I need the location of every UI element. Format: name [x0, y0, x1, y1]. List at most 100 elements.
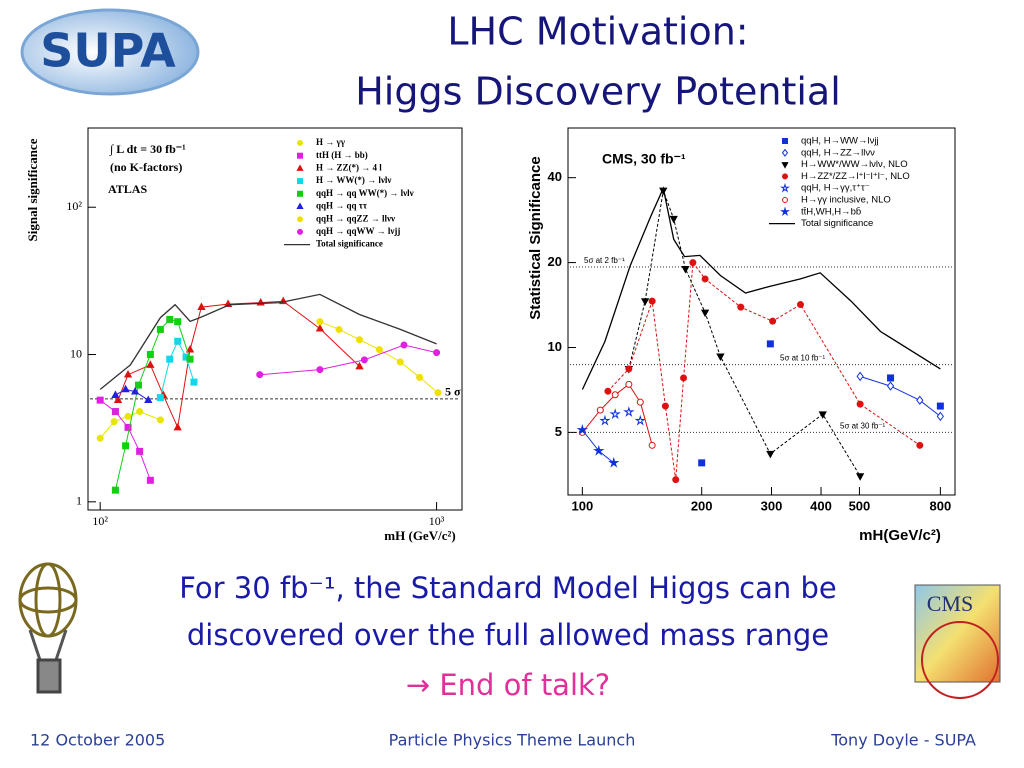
y-tick-label: 5 — [555, 424, 562, 439]
marker — [146, 351, 154, 359]
series-line — [581, 186, 941, 390]
marker — [661, 402, 669, 410]
marker — [609, 408, 621, 420]
marker — [599, 414, 611, 426]
marker — [144, 395, 153, 404]
marker — [136, 447, 144, 455]
marker — [782, 197, 788, 203]
conclusion: → End of talk? — [406, 668, 610, 702]
marker — [111, 390, 120, 399]
marker — [297, 152, 303, 159]
reference-label: 5σ at 30 fb⁻¹ — [840, 422, 886, 431]
legend-label: qqH → qq ττ — [316, 201, 368, 211]
marker — [855, 473, 865, 481]
series-line — [115, 388, 149, 401]
marker — [648, 441, 656, 449]
marker — [604, 387, 612, 395]
marker — [130, 386, 140, 395]
annotation: CMS, 30 fb⁻¹ — [602, 151, 686, 167]
marker — [636, 398, 644, 406]
marker — [779, 206, 791, 217]
marker — [766, 450, 775, 459]
marker — [916, 441, 924, 449]
footer-author: Tony Doyle - SUPA — [830, 731, 976, 750]
marker — [936, 411, 944, 422]
marker — [596, 406, 604, 414]
marker — [173, 422, 182, 431]
x-tick-label: 800 — [930, 498, 952, 513]
marker — [174, 318, 182, 326]
title-line: LHC Motivation: — [447, 10, 748, 54]
legend-label: qqH, H→ZZ→llνν — [801, 147, 875, 158]
marker — [400, 341, 408, 349]
logo-text: SUPA — [40, 24, 176, 78]
marker — [433, 349, 441, 357]
marker — [625, 365, 633, 373]
marker — [136, 408, 144, 416]
marker — [360, 356, 368, 364]
x-tick-label: 10³ — [429, 514, 445, 528]
marker — [256, 371, 264, 379]
legend-label: tt̄H,WH,H→bb̄ — [801, 206, 861, 217]
cms-logo: CMS — [914, 584, 1001, 699]
marker — [355, 336, 363, 344]
marker — [781, 162, 789, 169]
x-tick-label: 200 — [691, 498, 713, 513]
legend-label: qqH → qqWW → lνjj — [316, 226, 400, 236]
marker — [856, 400, 864, 408]
marker — [916, 395, 924, 405]
series-line — [582, 383, 653, 446]
marker — [779, 182, 791, 193]
marker — [856, 371, 864, 382]
legend-label: ttH (H → bb) — [316, 150, 368, 160]
atlas-figure — [18, 562, 78, 694]
marker — [297, 190, 303, 197]
marker — [156, 394, 164, 402]
marker — [396, 358, 404, 366]
marker — [623, 406, 635, 417]
marker — [886, 381, 895, 391]
y-axis-label: Signal significance — [25, 138, 40, 241]
marker — [700, 309, 710, 318]
legend-label: Total significance — [801, 218, 873, 229]
marker — [296, 164, 304, 171]
marker — [156, 416, 164, 424]
marker — [936, 402, 944, 410]
y-tick-label: 40 — [548, 169, 562, 184]
marker — [315, 323, 325, 332]
marker — [593, 444, 605, 456]
marker — [297, 216, 303, 223]
marker — [769, 317, 777, 325]
footer-date: 12 October 2005 — [30, 731, 165, 750]
cms-logo-text: CMS — [927, 591, 973, 616]
x-axis-label: mH (GeV/c²) — [384, 528, 455, 543]
series-line — [117, 300, 360, 430]
y-axis-label: Statistical Significance — [527, 156, 544, 319]
marker — [576, 424, 589, 435]
marker — [887, 374, 895, 382]
legend-label: H → ZZ(*) → 4 l — [316, 162, 382, 172]
marker — [124, 423, 132, 431]
reference-label: 5 σ — [445, 385, 461, 399]
series-line — [628, 188, 861, 477]
marker — [297, 228, 303, 235]
reference-label: 5σ at 2 fb⁻¹ — [584, 256, 625, 265]
series-line — [99, 293, 437, 390]
x-axis-label: mH(GeV/c²) — [859, 527, 941, 544]
legend-label: H→γγ inclusive, NLO — [801, 195, 891, 206]
legend-label: H → γγ — [316, 137, 346, 147]
chart: 10² 10³ 1 10 10² 5 σ H → γγ ttH (H → bb) H → ZZ(… — [25, 127, 463, 543]
marker — [110, 418, 118, 426]
supa-logo: SUPA — [20, 8, 200, 96]
marker — [625, 380, 633, 388]
legend-label: Total significance — [316, 239, 383, 249]
marker — [634, 414, 646, 426]
marker — [611, 391, 619, 399]
legend-label: H→ZZ*/ZZ→l⁺l⁻l⁺l⁻, NLO — [801, 171, 910, 182]
marker — [135, 381, 143, 389]
annotation: (no K-factors) — [110, 160, 182, 174]
legend-label: qqH → qq WW(*) → lνlν — [316, 188, 414, 198]
y-tick-label: 1 — [76, 494, 82, 508]
title-line: Higgs Discovery Potential — [355, 70, 841, 114]
